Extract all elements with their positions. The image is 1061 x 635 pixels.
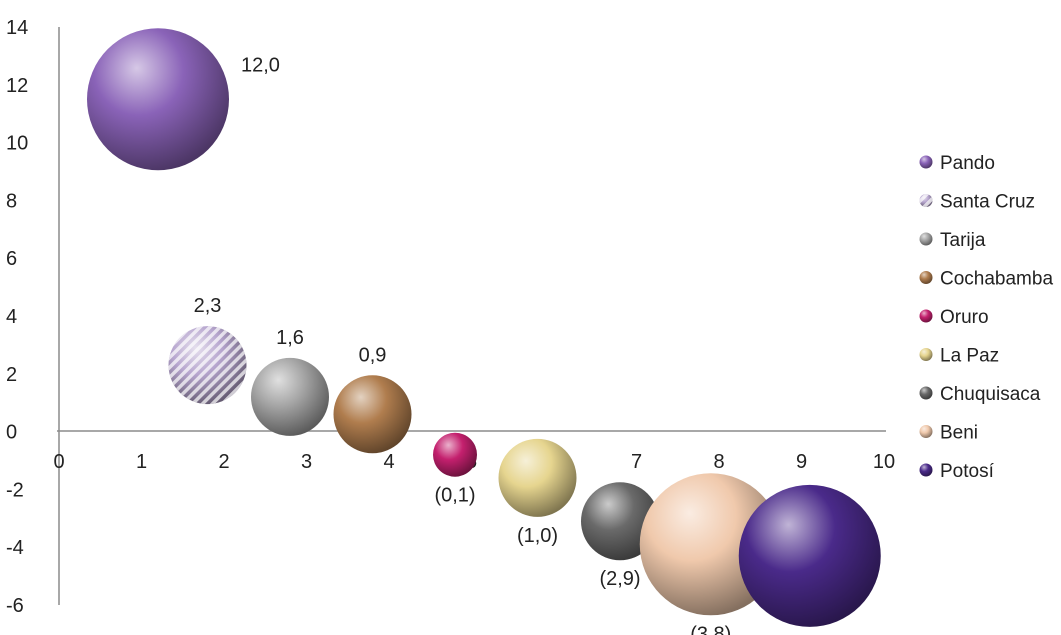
y-tick-label: 2	[6, 364, 17, 386]
legend-label: Chuquisaca	[940, 384, 1041, 405]
data-labels: 12,02,31,60,9(0,1)(1,0)(2,9)(3,8)(3,9)	[194, 54, 831, 635]
legend-label: Potosí	[940, 461, 995, 482]
legend-marker	[919, 425, 933, 438]
x-tick-label: 9	[796, 451, 807, 473]
legend-label: Pando	[940, 153, 995, 174]
data-label: 1,6	[276, 327, 304, 349]
y-tick-label: 14	[6, 17, 28, 39]
y-tick-label: 8	[6, 190, 17, 212]
legend-marker-stripes	[919, 194, 933, 207]
y-tick-label: 0	[6, 422, 17, 444]
y-tick-label: -4	[6, 537, 24, 559]
bubble	[581, 482, 659, 561]
legend-marker	[919, 309, 933, 323]
bubbles	[87, 28, 881, 627]
x-tick-label: 10	[873, 451, 895, 473]
legend-marker	[919, 386, 933, 400]
legend-marker	[919, 155, 933, 169]
y-tick-label: 6	[6, 248, 17, 270]
legend-label: La Paz	[940, 346, 999, 367]
x-tick-label: 8	[713, 451, 724, 473]
legend: Pando Santa Cruz Tarija Cochabamba Oruro La P…	[919, 153, 1053, 482]
y-tick-label: 12	[6, 75, 28, 97]
x-tick-label: 0	[53, 451, 64, 473]
y-tick-label: 4	[6, 306, 17, 328]
data-label: (2,9)	[599, 568, 640, 590]
bubble	[433, 432, 477, 477]
legend-marker	[919, 348, 933, 361]
legend-marker	[919, 271, 933, 284]
legend-marker	[919, 232, 933, 246]
y-tick-label: 10	[6, 133, 28, 155]
y-tick-labels: 14 12 10 8 6 4 2 0 -2 -4 -6	[6, 17, 28, 617]
legend-label: Tarija	[940, 230, 986, 251]
x-tick-label: 1	[136, 451, 147, 473]
data-label: 2,3	[194, 295, 222, 317]
data-label: 0,9	[359, 344, 387, 366]
legend-label: Oruro	[940, 307, 989, 328]
x-tick-label: 4	[383, 451, 394, 473]
bubble	[738, 484, 881, 627]
bubble	[333, 375, 412, 454]
bubble-stripes	[168, 326, 247, 405]
data-label: (0,1)	[434, 485, 475, 507]
bubble	[87, 28, 229, 171]
bubble	[251, 357, 329, 436]
data-label: (1,0)	[517, 525, 558, 547]
x-tick-label: 7	[631, 451, 642, 473]
bubble	[498, 438, 577, 517]
legend-label: Beni	[940, 423, 978, 444]
y-tick-label: -6	[6, 595, 24, 617]
x-tick-label: 2	[218, 451, 229, 473]
data-label: 12,0	[241, 54, 280, 76]
legend-label: Santa Cruz	[940, 192, 1035, 213]
x-tick-label: 3	[301, 451, 312, 473]
y-tick-label: -2	[6, 479, 24, 501]
data-label: (3,8)	[690, 623, 731, 635]
legend-marker	[919, 463, 933, 477]
legend-label: Cochabamba	[940, 269, 1053, 290]
